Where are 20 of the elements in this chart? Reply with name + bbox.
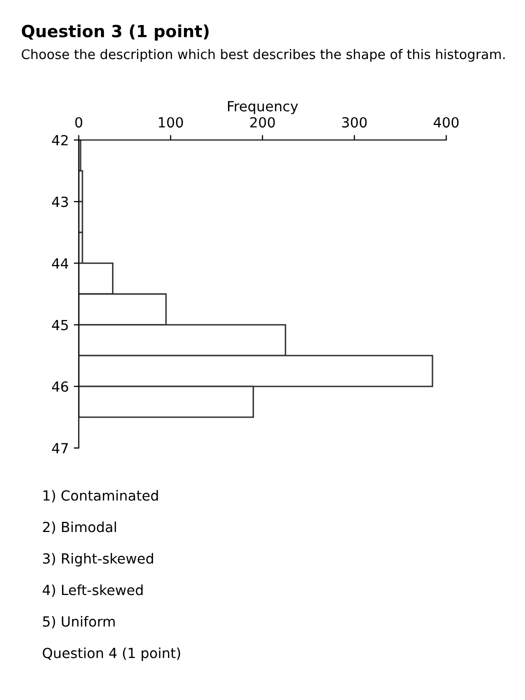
y-tick-label: 45: [52, 320, 68, 330]
chart-subtitle: Choose the description which best describes the shape of this histogram.: [22, 49, 505, 62]
x-tick-label: 200: [250, 117, 275, 128]
y-tick-label: 43: [52, 196, 68, 208]
y-tick-label: 46: [52, 381, 68, 392]
text: 1) Contaminated: [44, 490, 158, 502]
y-tick-label: 47: [52, 443, 68, 454]
text: Question 4 (1 point): [42, 648, 180, 661]
text: 5) Uniform: [43, 616, 115, 628]
x-axis-title: Frequency: [228, 101, 298, 114]
x-tick-label: 400: [434, 117, 459, 128]
chart-title: Question 3 (1 point): [22, 24, 209, 41]
y-tick-label: 44: [52, 258, 68, 268]
text: 2) Bimodal: [43, 522, 116, 534]
text: 3) Right-skewed: [43, 553, 154, 566]
x-tick-label: 0: [75, 117, 82, 128]
x-tick-label: 100: [158, 117, 183, 128]
x-tick-label: 300: [342, 117, 367, 128]
text: 4) Left-skewed: [42, 584, 143, 597]
y-tick-label: 42: [52, 134, 68, 146]
